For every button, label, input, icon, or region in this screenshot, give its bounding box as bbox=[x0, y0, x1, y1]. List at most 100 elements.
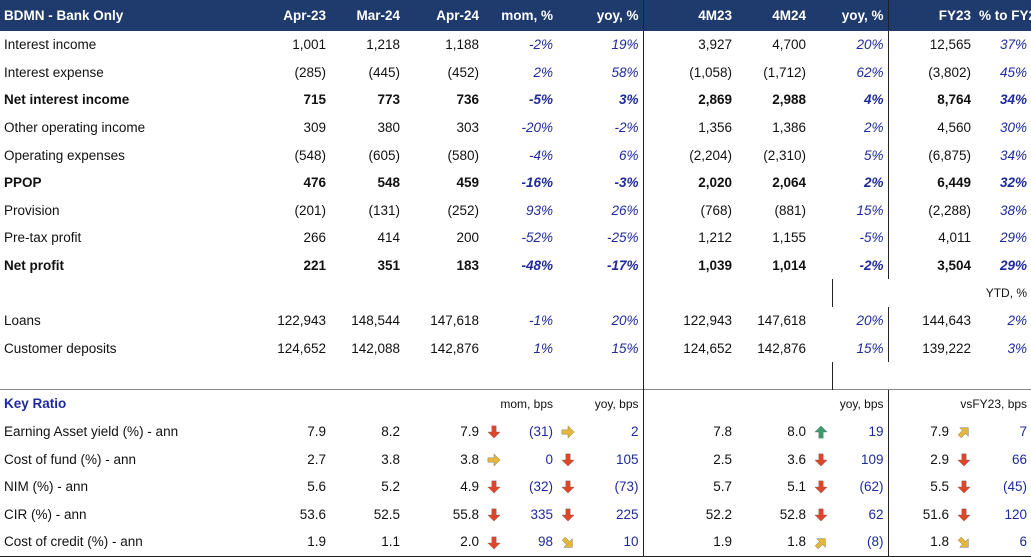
cell-value: 380 bbox=[377, 120, 400, 136]
upright-yellow-arrow-icon bbox=[957, 424, 971, 439]
table-title: BDMN - Bank Only bbox=[0, 0, 254, 31]
table-row: Net interest income 715 773 736 -5% 3% 2,869 2,… bbox=[0, 86, 1031, 114]
cell-value: 476 bbox=[303, 175, 326, 191]
cell-value: 414 bbox=[377, 230, 400, 246]
cell-value: -2% bbox=[859, 258, 884, 274]
column-header: mom, % bbox=[483, 0, 558, 31]
cell-value: (285) bbox=[294, 64, 326, 80]
cell-value: 2,064 bbox=[772, 175, 807, 191]
down-red-arrow-icon bbox=[487, 479, 501, 494]
cell-value: 3.8 bbox=[460, 451, 479, 467]
ratio-label: NIM (%) - ann bbox=[4, 479, 89, 495]
cell-value: 2% bbox=[1007, 313, 1028, 329]
vs-arrow-cell bbox=[953, 473, 975, 501]
cell-value: 2.7 bbox=[307, 451, 326, 467]
spacer-cell bbox=[254, 389, 483, 418]
yoy-bps-value: (73) bbox=[614, 479, 639, 495]
cell-value: -3% bbox=[614, 175, 639, 191]
cell-value: 5.1 bbox=[787, 479, 807, 495]
cell-value: 30% bbox=[1000, 120, 1028, 136]
mom-arrow-cell bbox=[483, 501, 505, 529]
cell-value: 2.0 bbox=[404, 528, 483, 557]
cell-value: (2,204) bbox=[642, 141, 737, 169]
yoy-arrow-cell bbox=[557, 528, 580, 557]
cell-value: 62% bbox=[856, 64, 884, 80]
cell-value: 51.6 bbox=[887, 500, 954, 529]
cell-value: 148,544 bbox=[351, 313, 400, 329]
balance-row: Loans 122,943 148,544 147,618 -1% 20% 122,943 1… bbox=[0, 306, 1031, 335]
cell-value: 8.0 bbox=[787, 424, 807, 440]
cell-value: 351 bbox=[377, 258, 400, 274]
table-row: PPOP 476 548 459 -16% -3% 2,020 2,064 2% 6,449 32% bbox=[0, 168, 1031, 197]
cell-value: 1,155 bbox=[772, 230, 807, 246]
cell-value: 19% bbox=[611, 37, 639, 53]
cell-value: 7.9 bbox=[460, 424, 479, 440]
cell-value: 144,643 bbox=[887, 306, 976, 335]
cell-value: (580) bbox=[447, 147, 479, 163]
cell-value: 2.5 bbox=[642, 445, 737, 473]
cell-value: 3% bbox=[1007, 340, 1028, 356]
cell-value: 1,356 bbox=[642, 113, 737, 142]
cell-value: 773 bbox=[377, 92, 400, 108]
downright-yellow-arrow-icon bbox=[561, 534, 575, 549]
vs-arrow-cell bbox=[953, 418, 975, 446]
vs-arrow-cell bbox=[953, 501, 975, 529]
column-header: yoy, % bbox=[810, 0, 889, 31]
cell-value: 1.8 bbox=[887, 528, 954, 557]
down-red-arrow-icon bbox=[814, 507, 828, 522]
down-red-arrow-icon bbox=[814, 479, 828, 494]
cell-value: 548 bbox=[377, 175, 400, 191]
cell-value: (605) bbox=[368, 147, 400, 163]
row-label: Operating expenses bbox=[4, 147, 125, 163]
cell-value: 1,218 bbox=[366, 37, 400, 53]
spacer-row bbox=[0, 362, 1031, 390]
upright-yellow-arrow-icon bbox=[814, 534, 828, 549]
cell-value: 2% bbox=[864, 175, 884, 191]
cell-value: 124,652 bbox=[277, 340, 326, 356]
vs-arrow-cell bbox=[953, 445, 975, 473]
column-header: Apr-23 bbox=[254, 0, 330, 31]
ratio-label: Cost of credit (%) - ann bbox=[0, 528, 254, 557]
vs-bps-value: 6 bbox=[975, 528, 1031, 557]
cell-value: 3.8 bbox=[381, 451, 400, 467]
cell-value: 7.9 bbox=[887, 417, 954, 446]
cell-value: (2,288) bbox=[887, 196, 976, 225]
cell-value: 2,020 bbox=[642, 168, 737, 197]
cell-value: -17% bbox=[607, 258, 639, 274]
table-row: Net profit 221 351 183 -48% -17% 1,039 1,014 -2%… bbox=[0, 251, 1031, 280]
yoy-bps-value: 225 bbox=[616, 506, 639, 522]
cell-value: 1,386 bbox=[772, 120, 807, 136]
cell-value: 303 bbox=[456, 120, 479, 136]
cell-value: 5% bbox=[864, 147, 884, 163]
key-ratio-header-row: Key Ratio mom, bps yoy, bps yoy, bps vsFY23,… bbox=[0, 389, 1031, 418]
table-row: Interest income 1,001 1,218 1,188 -2% 19% 3,92… bbox=[0, 30, 1031, 59]
header-row: BDMN - Bank Only Apr-23 Mar-24 Apr-24 mom, %… bbox=[0, 0, 1031, 31]
cell-value: 4,700 bbox=[772, 37, 807, 53]
cell-value: 4,011 bbox=[887, 224, 976, 252]
cell-value: 6% bbox=[619, 147, 639, 163]
ratio-label: Earning Asset yield (%) - ann bbox=[4, 424, 179, 440]
mom-bps-label: mom, bps bbox=[483, 389, 558, 418]
cell-value: -4% bbox=[529, 147, 554, 163]
column-header: yoy, % bbox=[557, 0, 644, 31]
cell-value: (6,875) bbox=[887, 141, 976, 169]
cell-value: (252) bbox=[447, 202, 479, 218]
down-red-arrow-icon bbox=[957, 507, 971, 522]
yoy-arrow-cell bbox=[557, 418, 579, 446]
cell-value: 142,876 bbox=[757, 340, 807, 356]
mom-arrow-cell bbox=[483, 418, 505, 446]
mom-bps-value: (31) bbox=[529, 424, 554, 440]
cell-value: 45% bbox=[1000, 64, 1028, 80]
cell-value: 1,212 bbox=[642, 224, 737, 252]
spacer-cell bbox=[0, 279, 254, 307]
cell-value: 3.6 bbox=[787, 451, 807, 467]
cell-value: 37% bbox=[1000, 37, 1028, 53]
right-yellow-arrow-icon bbox=[487, 451, 501, 467]
key-ratio-title: Key Ratio bbox=[0, 389, 254, 418]
cell-value: -52% bbox=[521, 230, 554, 246]
up-green-arrow-icon bbox=[814, 424, 828, 439]
cell-value: 142,876 bbox=[430, 340, 479, 356]
ratio-row: NIM (%) - ann 5.6 5.2 4.9 (32) (73) 5.7 5.1 (62)… bbox=[0, 472, 1031, 501]
cell-value: (445) bbox=[368, 64, 400, 80]
cell-value: 3,927 bbox=[642, 30, 737, 59]
